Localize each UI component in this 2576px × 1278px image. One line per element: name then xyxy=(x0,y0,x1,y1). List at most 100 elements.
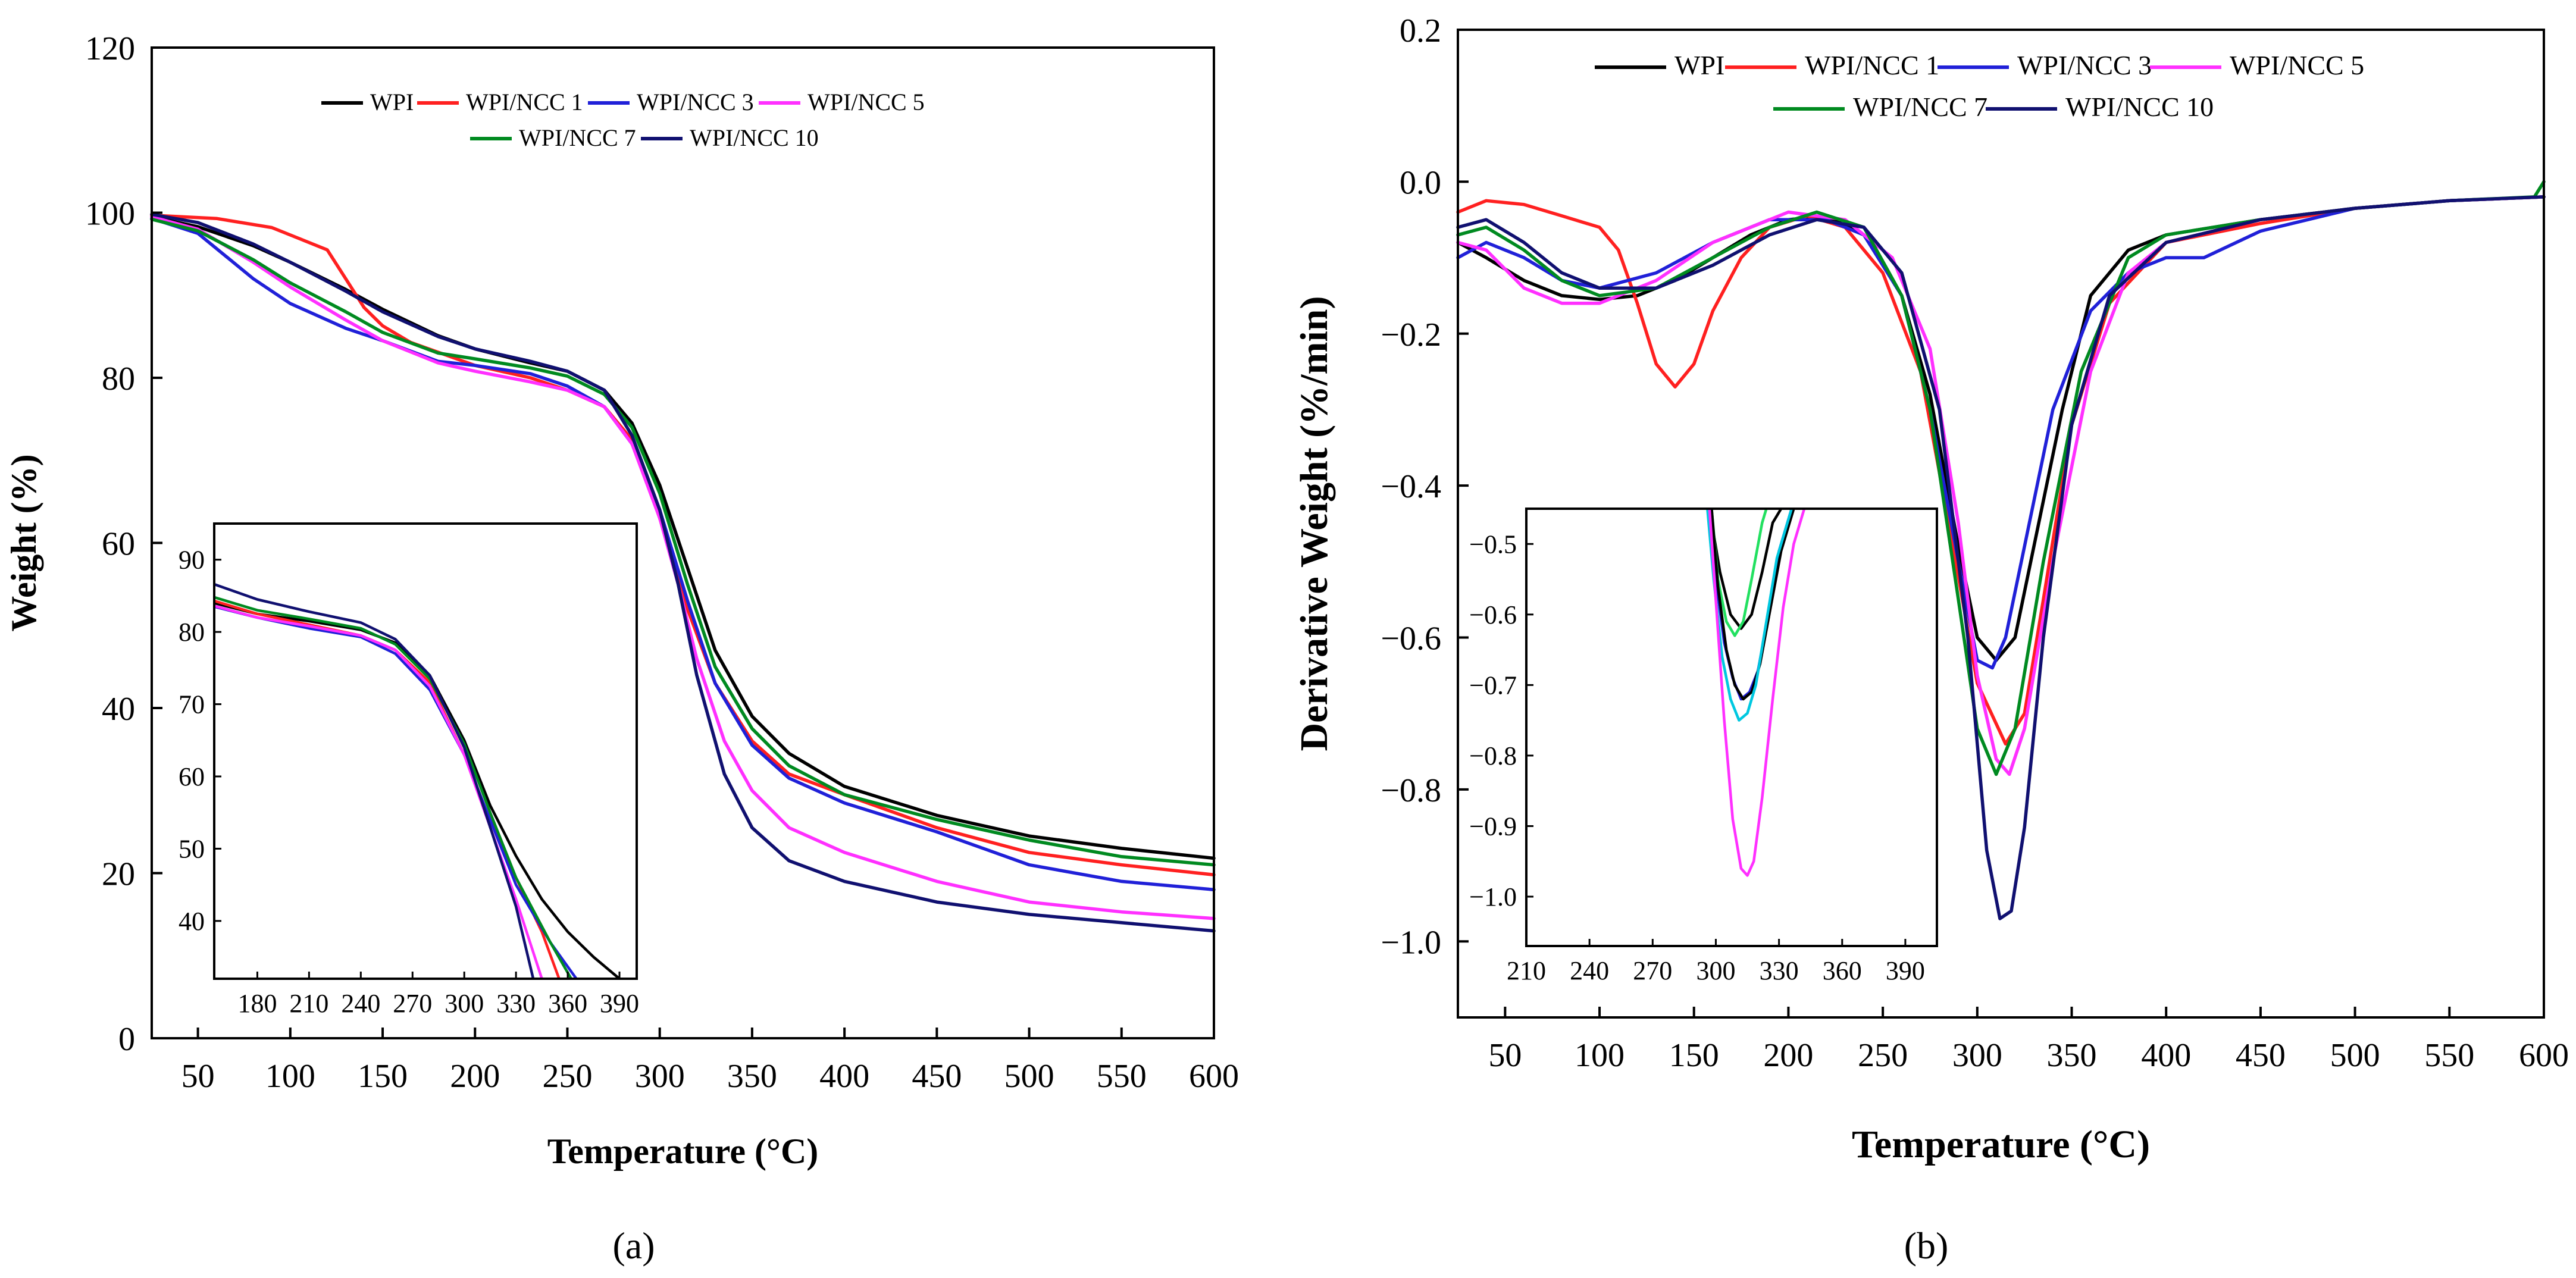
y-tick-label: 120 xyxy=(85,30,135,67)
inset-x-tick-label: 300 xyxy=(1696,956,1735,985)
inset-x-tick-label: 270 xyxy=(393,989,432,1018)
y-tick-label: −0.6 xyxy=(1381,621,1441,657)
x-tick-label: 350 xyxy=(727,1058,777,1095)
y-tick-label: −0.2 xyxy=(1381,317,1441,353)
inset-series-line xyxy=(1710,509,1768,637)
y-tick-label: 0.0 xyxy=(1400,164,1441,201)
inset-y-tick-label: 60 xyxy=(179,762,205,791)
inset-y-tick-label: −0.8 xyxy=(1469,741,1517,770)
inset-y-tick-label: 80 xyxy=(179,618,205,647)
inset-plot: 210 240 270 300 330 360 390 −0.5 −0.6 −0.7 −0.8 −0.… xyxy=(1469,508,1938,985)
legend: WPI WPI/NCC 1 WPI/NCC 3 WPI/NCC 5 WPI/NCC 7 W… xyxy=(1595,50,2364,122)
inset-series-line xyxy=(214,596,573,979)
y-tick-label: −0.8 xyxy=(1381,772,1441,809)
inset-y-tick-label: 90 xyxy=(179,546,205,575)
inset-series-group xyxy=(214,582,621,979)
inset-x-tick-label: 210 xyxy=(289,989,328,1018)
legend-label: WPI/NCC 7 xyxy=(1853,92,1987,122)
y-tick-label: 20 xyxy=(102,856,135,893)
x-tick-label: 550 xyxy=(1097,1058,1147,1095)
y-tick-label: 40 xyxy=(102,691,135,728)
x-tick-label: 150 xyxy=(358,1058,408,1095)
inset-x-tick-label: 270 xyxy=(1633,956,1672,985)
inset-series-group xyxy=(1706,509,1806,877)
legend-label: WPI/NCC 10 xyxy=(2065,92,2214,122)
legend-label: WPI/NCC 1 xyxy=(466,89,583,115)
inset-y-tick-label: −1.0 xyxy=(1469,882,1517,911)
inset-frame xyxy=(1525,508,1938,947)
inset-y-tick-label: 40 xyxy=(179,907,205,936)
legend: WPI WPI/NCC 1 WPI/NCC 3 WPI/NCC 5 WPI/NCC 7 W… xyxy=(321,89,925,151)
legend-label: WPI/NCC 5 xyxy=(807,89,925,115)
series-line-wpi-ncc-10 xyxy=(1456,195,2546,920)
x-tick-label: 500 xyxy=(2330,1037,2380,1074)
inset-y-tick-label: 50 xyxy=(179,834,205,863)
inset-series-line xyxy=(1708,509,1806,877)
legend-label: WPI/NCC 3 xyxy=(2017,50,2152,80)
panel-label: (b) xyxy=(1904,1224,1949,1267)
x-tick-label: 550 xyxy=(2424,1037,2474,1074)
inset-series-line xyxy=(1708,509,1783,630)
inset-y-tick-label: −0.5 xyxy=(1469,530,1517,559)
y-tick-label: 100 xyxy=(85,196,135,233)
x-tick-label: 300 xyxy=(1952,1037,2002,1074)
x-tick-label: 50 xyxy=(1488,1037,1522,1074)
inset-y-tick-label: −0.9 xyxy=(1469,812,1517,841)
x-tick-label: 450 xyxy=(2236,1037,2286,1074)
y-tick-label: 0 xyxy=(118,1021,135,1058)
x-tick-label: 50 xyxy=(181,1058,215,1095)
inset-plot: 180 210 240 270 300 330 360 390 40 50 60 70 80 90 xyxy=(179,522,639,1018)
panel-a: 50 100 150 200 250 300 350 400 450 500 550 600 0 20 40… xyxy=(4,30,1239,1267)
x-tick-label: 300 xyxy=(635,1058,685,1095)
x-tick-label: 250 xyxy=(542,1058,592,1095)
legend-label: WPI xyxy=(1674,50,1724,80)
inset-x-tick-label: 360 xyxy=(1823,956,1862,985)
legend-label: WPI/NCC 7 xyxy=(519,124,636,151)
x-axis-title: Temperature (°C) xyxy=(547,1132,819,1171)
x-tick-label: 350 xyxy=(2047,1037,2097,1074)
inset-series-line xyxy=(214,605,578,979)
legend-label: WPI/NCC 1 xyxy=(1805,50,1939,80)
x-tick-label: 400 xyxy=(2141,1037,2191,1074)
series-line-wpi-ncc-10 xyxy=(150,212,1216,933)
inset-x-tick-label: 390 xyxy=(1886,956,1925,985)
legend-label: WPI/NCC 10 xyxy=(690,124,819,151)
inset-x-tick-label: 390 xyxy=(600,989,639,1018)
inset-x-tick-label: 300 xyxy=(445,989,484,1018)
inset-y-tick-label: −0.6 xyxy=(1469,600,1517,629)
inset-series-line xyxy=(1710,509,1795,701)
inset-y-tick-label: 70 xyxy=(179,690,205,719)
x-tick-label: 100 xyxy=(1575,1037,1625,1074)
inset-x-tick-label: 360 xyxy=(548,989,587,1018)
inset-x-tick-label: 240 xyxy=(1570,956,1609,985)
inset-x-tick-label: 210 xyxy=(1507,956,1546,985)
y-tick-label: −1.0 xyxy=(1381,924,1441,961)
inset-x-tick-label: 330 xyxy=(496,989,536,1018)
x-tick-label: 200 xyxy=(1763,1037,1813,1074)
legend-label: WPI/NCC 3 xyxy=(637,89,754,115)
x-tick-label: 600 xyxy=(2519,1037,2569,1074)
inset-x-tick-label: 180 xyxy=(237,989,277,1018)
inset-series-line xyxy=(214,602,621,979)
inset-series-line xyxy=(214,582,535,979)
plot-frame xyxy=(1457,29,2545,1019)
x-tick-label: 450 xyxy=(912,1058,962,1095)
y-tick-label: 0.2 xyxy=(1400,12,1441,49)
x-tick-label: 200 xyxy=(450,1058,500,1095)
panel-label: (a) xyxy=(612,1224,655,1267)
x-tick-label: 100 xyxy=(265,1058,315,1095)
inset-frame xyxy=(213,522,638,980)
panel-b: 50 100 150 200 250 300 350 400 450 500 550 600 0.2 0.… xyxy=(1292,12,2569,1267)
inset-y-tick-label: −0.7 xyxy=(1469,671,1517,700)
series-group xyxy=(150,212,1216,933)
y-tick-label: −0.4 xyxy=(1381,468,1441,505)
x-tick-label: 250 xyxy=(1858,1037,1908,1074)
inset-x-tick-label: 330 xyxy=(1760,956,1799,985)
series-group xyxy=(1456,180,2546,920)
x-tick-label: 400 xyxy=(819,1058,869,1095)
y-tick-label: 80 xyxy=(102,361,135,397)
legend-label: WPI xyxy=(370,89,414,115)
y-axis-title: Weight (%) xyxy=(4,454,43,631)
x-tick-label: 500 xyxy=(1004,1058,1054,1095)
